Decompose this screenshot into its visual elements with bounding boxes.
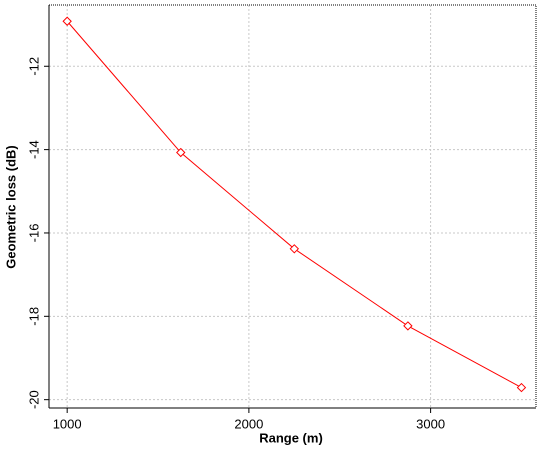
point-marker: [289, 244, 300, 254]
x-tick-label: 1000: [53, 416, 82, 431]
point-marker: [62, 16, 72, 26]
y-tick-label: -20: [26, 390, 41, 409]
point-marker: [403, 321, 413, 331]
y-tick-label: -14: [26, 140, 41, 159]
x-axis-title: Range (m): [259, 430, 323, 445]
x-tick-label: 3000: [416, 416, 445, 431]
plot-area: [49, 5, 536, 408]
y-tick-label: -16: [26, 224, 41, 243]
point-marker: [516, 382, 527, 393]
y-tick-label: -12: [26, 57, 41, 76]
y-axis-title: Geometric loss (dB): [3, 145, 18, 269]
x-tick-label: 2000: [234, 416, 263, 431]
y-tick-label: -18: [26, 307, 41, 326]
point-marker: [176, 147, 186, 158]
